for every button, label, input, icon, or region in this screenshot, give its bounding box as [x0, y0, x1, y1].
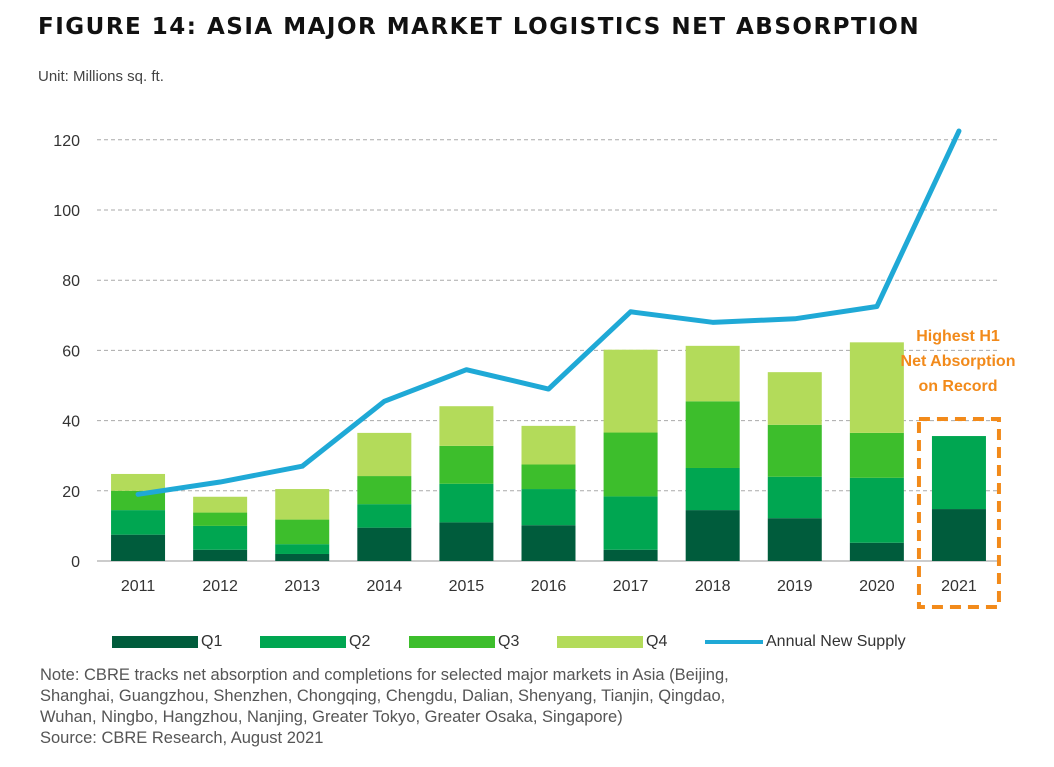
x-tick-label: 2018 — [695, 578, 731, 595]
x-tick-label: 2020 — [859, 578, 895, 595]
y-tick-label: 60 — [62, 343, 80, 360]
note-line: Shanghai, Guangzhou, Shenzhen, Chongqing… — [40, 687, 726, 705]
bar-q4-2011 — [111, 473, 166, 491]
chart-title: FIGURE 14: ASIA MAJOR MARKET LOGISTICS N… — [38, 14, 921, 40]
bar-q4-2018 — [685, 345, 740, 402]
bar-q3-2016 — [521, 464, 576, 490]
bar-q4-2015 — [439, 406, 494, 446]
bar-q2-2019 — [767, 476, 822, 519]
supply-line-layer — [135, 128, 962, 497]
y-tick-label: 100 — [53, 203, 80, 220]
chart: 0 20 40 60 80 100 120 2011 2012 2013 2014 2015 2016 2… — [53, 128, 1016, 609]
supply-line — [135, 128, 962, 497]
bar-q1-2012 — [193, 549, 248, 561]
bar-q4-2014 — [357, 432, 412, 477]
bar-q2-2012 — [193, 525, 248, 550]
y-tick-label: 120 — [53, 133, 80, 150]
legend-label-q4: Q4 — [646, 633, 668, 650]
bar-q3-2014 — [357, 476, 412, 505]
source-note: Note: CBRE tracks net absorption and com… — [40, 665, 1030, 749]
x-tick-label: 2011 — [121, 578, 156, 595]
bar-q4-2019 — [767, 372, 822, 425]
bar-q1-2011 — [111, 534, 166, 561]
x-tick-label: 2015 — [449, 578, 485, 595]
bar-q4-2016 — [521, 425, 576, 465]
x-tick-label: 2016 — [531, 578, 567, 595]
legend-swatch-supply — [705, 640, 763, 644]
x-tick-label: 2013 — [284, 578, 320, 595]
bar-q3-2012 — [193, 512, 248, 526]
bar-q2-2020 — [849, 477, 904, 543]
tick-labels: 0 20 40 60 80 100 120 2011 2012 2013 2014 2015 2016 2… — [53, 133, 977, 595]
bar-q3-2017 — [603, 432, 658, 497]
annotation-line: on Record — [918, 378, 997, 395]
legend-swatch-q3 — [409, 636, 495, 648]
bar-q4-2020 — [849, 342, 904, 433]
bar-q2-2014 — [357, 504, 412, 528]
legend-swatch-q2 — [260, 636, 346, 648]
note-line: Note: CBRE tracks net absorption and com… — [40, 666, 729, 684]
annotation-line: Net Absorption — [901, 353, 1016, 370]
bar-q1-2015 — [439, 522, 494, 561]
legend-label-q2: Q2 — [349, 633, 371, 650]
bar-q1-2019 — [767, 518, 822, 561]
y-tick-label: 80 — [62, 273, 80, 290]
note-line: Wuhan, Ningbo, Hangzhou, Nanjing, Greate… — [40, 708, 623, 726]
y-tick-label: 20 — [62, 484, 80, 501]
annotation: Highest H1 Net Absorption on Record — [901, 328, 1016, 609]
x-tick-label: 2017 — [613, 578, 649, 595]
bar-q1-2020 — [849, 542, 904, 561]
bar-q4-2013 — [275, 489, 330, 520]
bar-q4-2017 — [603, 349, 658, 433]
bar-q3-2015 — [439, 445, 494, 484]
bar-q2-2017 — [603, 496, 658, 550]
unit-label: Unit: Millions sq. ft. — [38, 68, 164, 85]
legend-item-q4: Q4 — [557, 633, 667, 651]
x-tick-label: 2014 — [367, 578, 403, 595]
bar-q3-2018 — [685, 401, 740, 468]
y-tick-label: 0 — [71, 554, 80, 571]
legend-label-supply: Annual New Supply — [766, 633, 906, 650]
legend-label-q1: Q1 — [201, 633, 223, 650]
bar-q2-2021 — [931, 436, 986, 510]
highlight-box-2021 — [916, 417, 1001, 609]
bar-q1-2016 — [521, 525, 576, 561]
annotation-line: Highest H1 — [916, 328, 1000, 345]
bars — [111, 342, 986, 561]
bar-q3-2020 — [849, 432, 904, 478]
x-tick-label: 2021 — [941, 578, 977, 595]
bar-q1-2021 — [931, 509, 986, 561]
legend-item-supply: Annual New Supply — [705, 633, 906, 651]
legend: Q1 Q2 Q3 Q4 Annual New Supply — [112, 633, 1012, 657]
legend-item-q1: Q1 — [112, 633, 222, 651]
bar-q2-2018 — [685, 467, 740, 511]
source-line: Source: CBRE Research, August 2021 — [40, 729, 324, 747]
legend-item-q3: Q3 — [409, 633, 519, 651]
bar-q2-2013 — [275, 544, 330, 554]
bar-q4-2012 — [193, 496, 248, 513]
legend-swatch-q1 — [112, 636, 198, 648]
x-tick-label: 2012 — [202, 578, 238, 595]
bar-q2-2015 — [439, 483, 494, 523]
x-tick-label: 2019 — [777, 578, 813, 595]
bar-q3-2011 — [111, 490, 166, 511]
bar-q1-2017 — [603, 549, 658, 561]
legend-item-q2: Q2 — [260, 633, 370, 651]
bar-q3-2019 — [767, 424, 822, 477]
bar-q3-2013 — [275, 519, 330, 545]
bar-q1-2013 — [275, 553, 330, 561]
bar-q2-2016 — [521, 489, 576, 526]
bar-q1-2014 — [357, 527, 412, 561]
legend-swatch-q4 — [557, 636, 643, 648]
bar-q2-2011 — [111, 510, 166, 535]
y-tick-label: 40 — [62, 414, 80, 431]
legend-label-q3: Q3 — [498, 633, 520, 650]
bar-q1-2018 — [685, 510, 740, 561]
